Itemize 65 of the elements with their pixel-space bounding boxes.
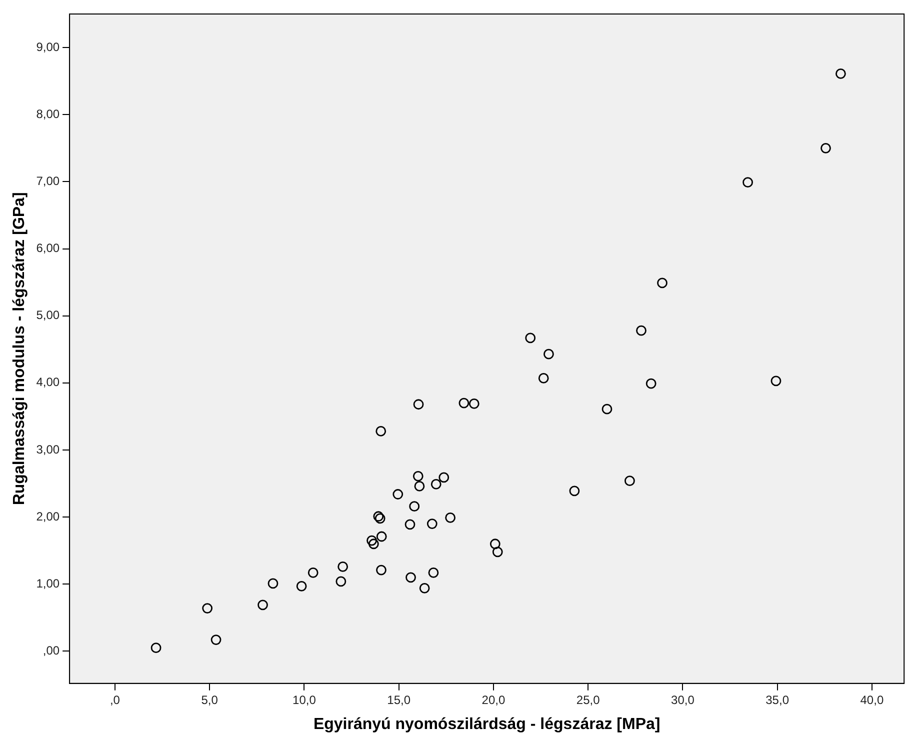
x-tick-label: 35,0 — [766, 692, 790, 707]
y-tick-label: 4,00 — [36, 375, 60, 390]
point — [368, 538, 379, 550]
point — [258, 600, 268, 610]
x-tick-label: 15,0 — [387, 692, 411, 707]
point — [544, 348, 554, 360]
point — [336, 576, 346, 587]
point — [404, 519, 416, 530]
y-tick-label: 7,00 — [36, 174, 60, 188]
x-tick-label: 25,0 — [576, 692, 600, 707]
point — [445, 512, 456, 523]
point — [308, 568, 318, 578]
point — [428, 568, 439, 578]
x-tick-label: 30,0 — [671, 692, 695, 707]
y-tick-label: 3,00 — [36, 442, 60, 456]
point — [569, 486, 580, 496]
point — [376, 531, 387, 542]
point — [770, 376, 782, 386]
point — [412, 470, 424, 482]
point — [646, 378, 656, 389]
point — [820, 142, 831, 154]
x-axis-title: Egyirányú nyomószilárdság - légszáraz [MPa] — [313, 716, 660, 733]
point — [492, 546, 503, 558]
point — [202, 603, 213, 614]
x-tick-label: 10,0 — [292, 692, 316, 707]
point — [742, 177, 753, 188]
point — [376, 426, 386, 436]
point — [376, 564, 386, 576]
point — [406, 572, 416, 583]
point — [268, 578, 278, 589]
point — [413, 399, 424, 410]
point — [419, 582, 430, 594]
point — [296, 580, 307, 592]
point — [338, 561, 348, 572]
point — [392, 489, 404, 500]
point — [538, 373, 549, 384]
point — [836, 68, 846, 79]
y-tick-label: 8,00 — [36, 106, 60, 121]
y-axis-title: Rugalmassági modulus - légszáraz [GPa] — [11, 192, 28, 506]
point — [426, 518, 438, 529]
y-tick-label: 9,00 — [36, 40, 60, 54]
y-tick-label: 2,00 — [36, 509, 60, 524]
y-tick-label: 5,00 — [36, 308, 60, 322]
y-tick-label: 6,00 — [36, 241, 60, 256]
point — [150, 642, 162, 654]
x-tick-label: 40,0 — [860, 692, 884, 707]
y-tick-label: 1,00 — [36, 576, 60, 590]
point — [624, 476, 635, 486]
point — [414, 481, 425, 492]
point — [366, 535, 377, 546]
point — [409, 501, 420, 512]
y-tick-label: ,00 — [42, 644, 60, 658]
point — [636, 325, 646, 336]
point — [468, 398, 480, 409]
point — [430, 478, 442, 490]
point — [210, 634, 222, 645]
x-tick-label: ,0 — [110, 692, 120, 707]
point — [490, 538, 500, 550]
x-tick-label: 5,0 — [201, 692, 218, 707]
point — [657, 278, 668, 288]
point — [458, 398, 470, 408]
point — [438, 472, 450, 483]
x-tick-label: 20,0 — [482, 692, 506, 707]
point — [602, 404, 612, 414]
point — [525, 332, 536, 344]
